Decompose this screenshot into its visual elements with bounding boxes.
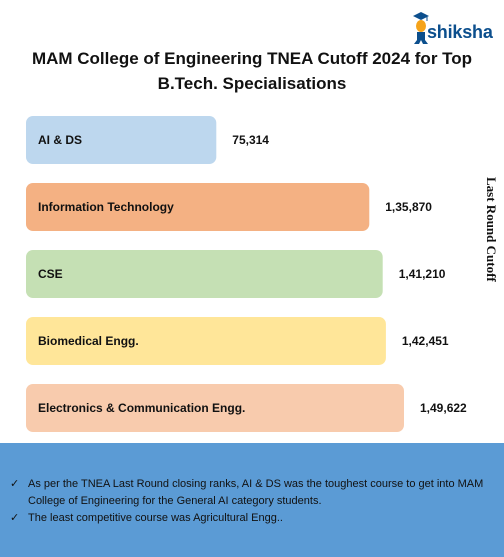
bar bbox=[26, 183, 370, 231]
category-label: Electronics & Communication Engg. bbox=[38, 401, 245, 415]
shiksha-logo: shiksha bbox=[410, 10, 500, 50]
notes-list: ✓ As per the TNEA Last Round closing ran… bbox=[10, 476, 496, 527]
bar bbox=[26, 116, 217, 164]
value-label: 1,49,622 bbox=[420, 401, 467, 415]
chart-title: MAM College of Engineering TNEA Cutoff 2… bbox=[20, 46, 484, 96]
graduate-cap-icon bbox=[413, 12, 429, 44]
bar bbox=[26, 317, 386, 365]
y-axis-label: Last Round Cutoff bbox=[484, 177, 499, 282]
checkmark-icon: ✓ bbox=[10, 512, 20, 524]
checkmark-icon: ✓ bbox=[10, 478, 20, 490]
note-item: ✓ As per the TNEA Last Round closing ran… bbox=[10, 476, 496, 510]
category-label: AI & DS bbox=[38, 133, 82, 147]
value-label: 75,314 bbox=[232, 133, 269, 147]
category-label: Biomedical Engg. bbox=[38, 334, 139, 348]
bar bbox=[26, 250, 383, 298]
value-label: 1,41,210 bbox=[399, 267, 446, 281]
category-label: CSE bbox=[38, 267, 63, 281]
value-label: 1,35,870 bbox=[385, 200, 432, 214]
chart-title-line-1: MAM College of Engineering TNEA Cutoff 2… bbox=[31, 49, 473, 68]
value-label: 1,42,451 bbox=[402, 334, 449, 348]
note-text: The least competitive course was Agricul… bbox=[28, 512, 283, 524]
bar-chart: AI & DS 75,314 Information Technology 1,35,… bbox=[26, 116, 467, 432]
notes-panel: ✓ As per the TNEA Last Round closing ran… bbox=[0, 443, 504, 557]
brand-name: shiksha bbox=[427, 22, 493, 42]
note-item: ✓ The least competitive course was Agric… bbox=[10, 510, 496, 527]
category-label: Information Technology bbox=[38, 200, 174, 214]
chart-title-line-2: B.Tech. Specialisations bbox=[157, 74, 347, 93]
note-text: As per the TNEA Last Round closing ranks… bbox=[28, 478, 484, 507]
bar bbox=[26, 384, 404, 432]
